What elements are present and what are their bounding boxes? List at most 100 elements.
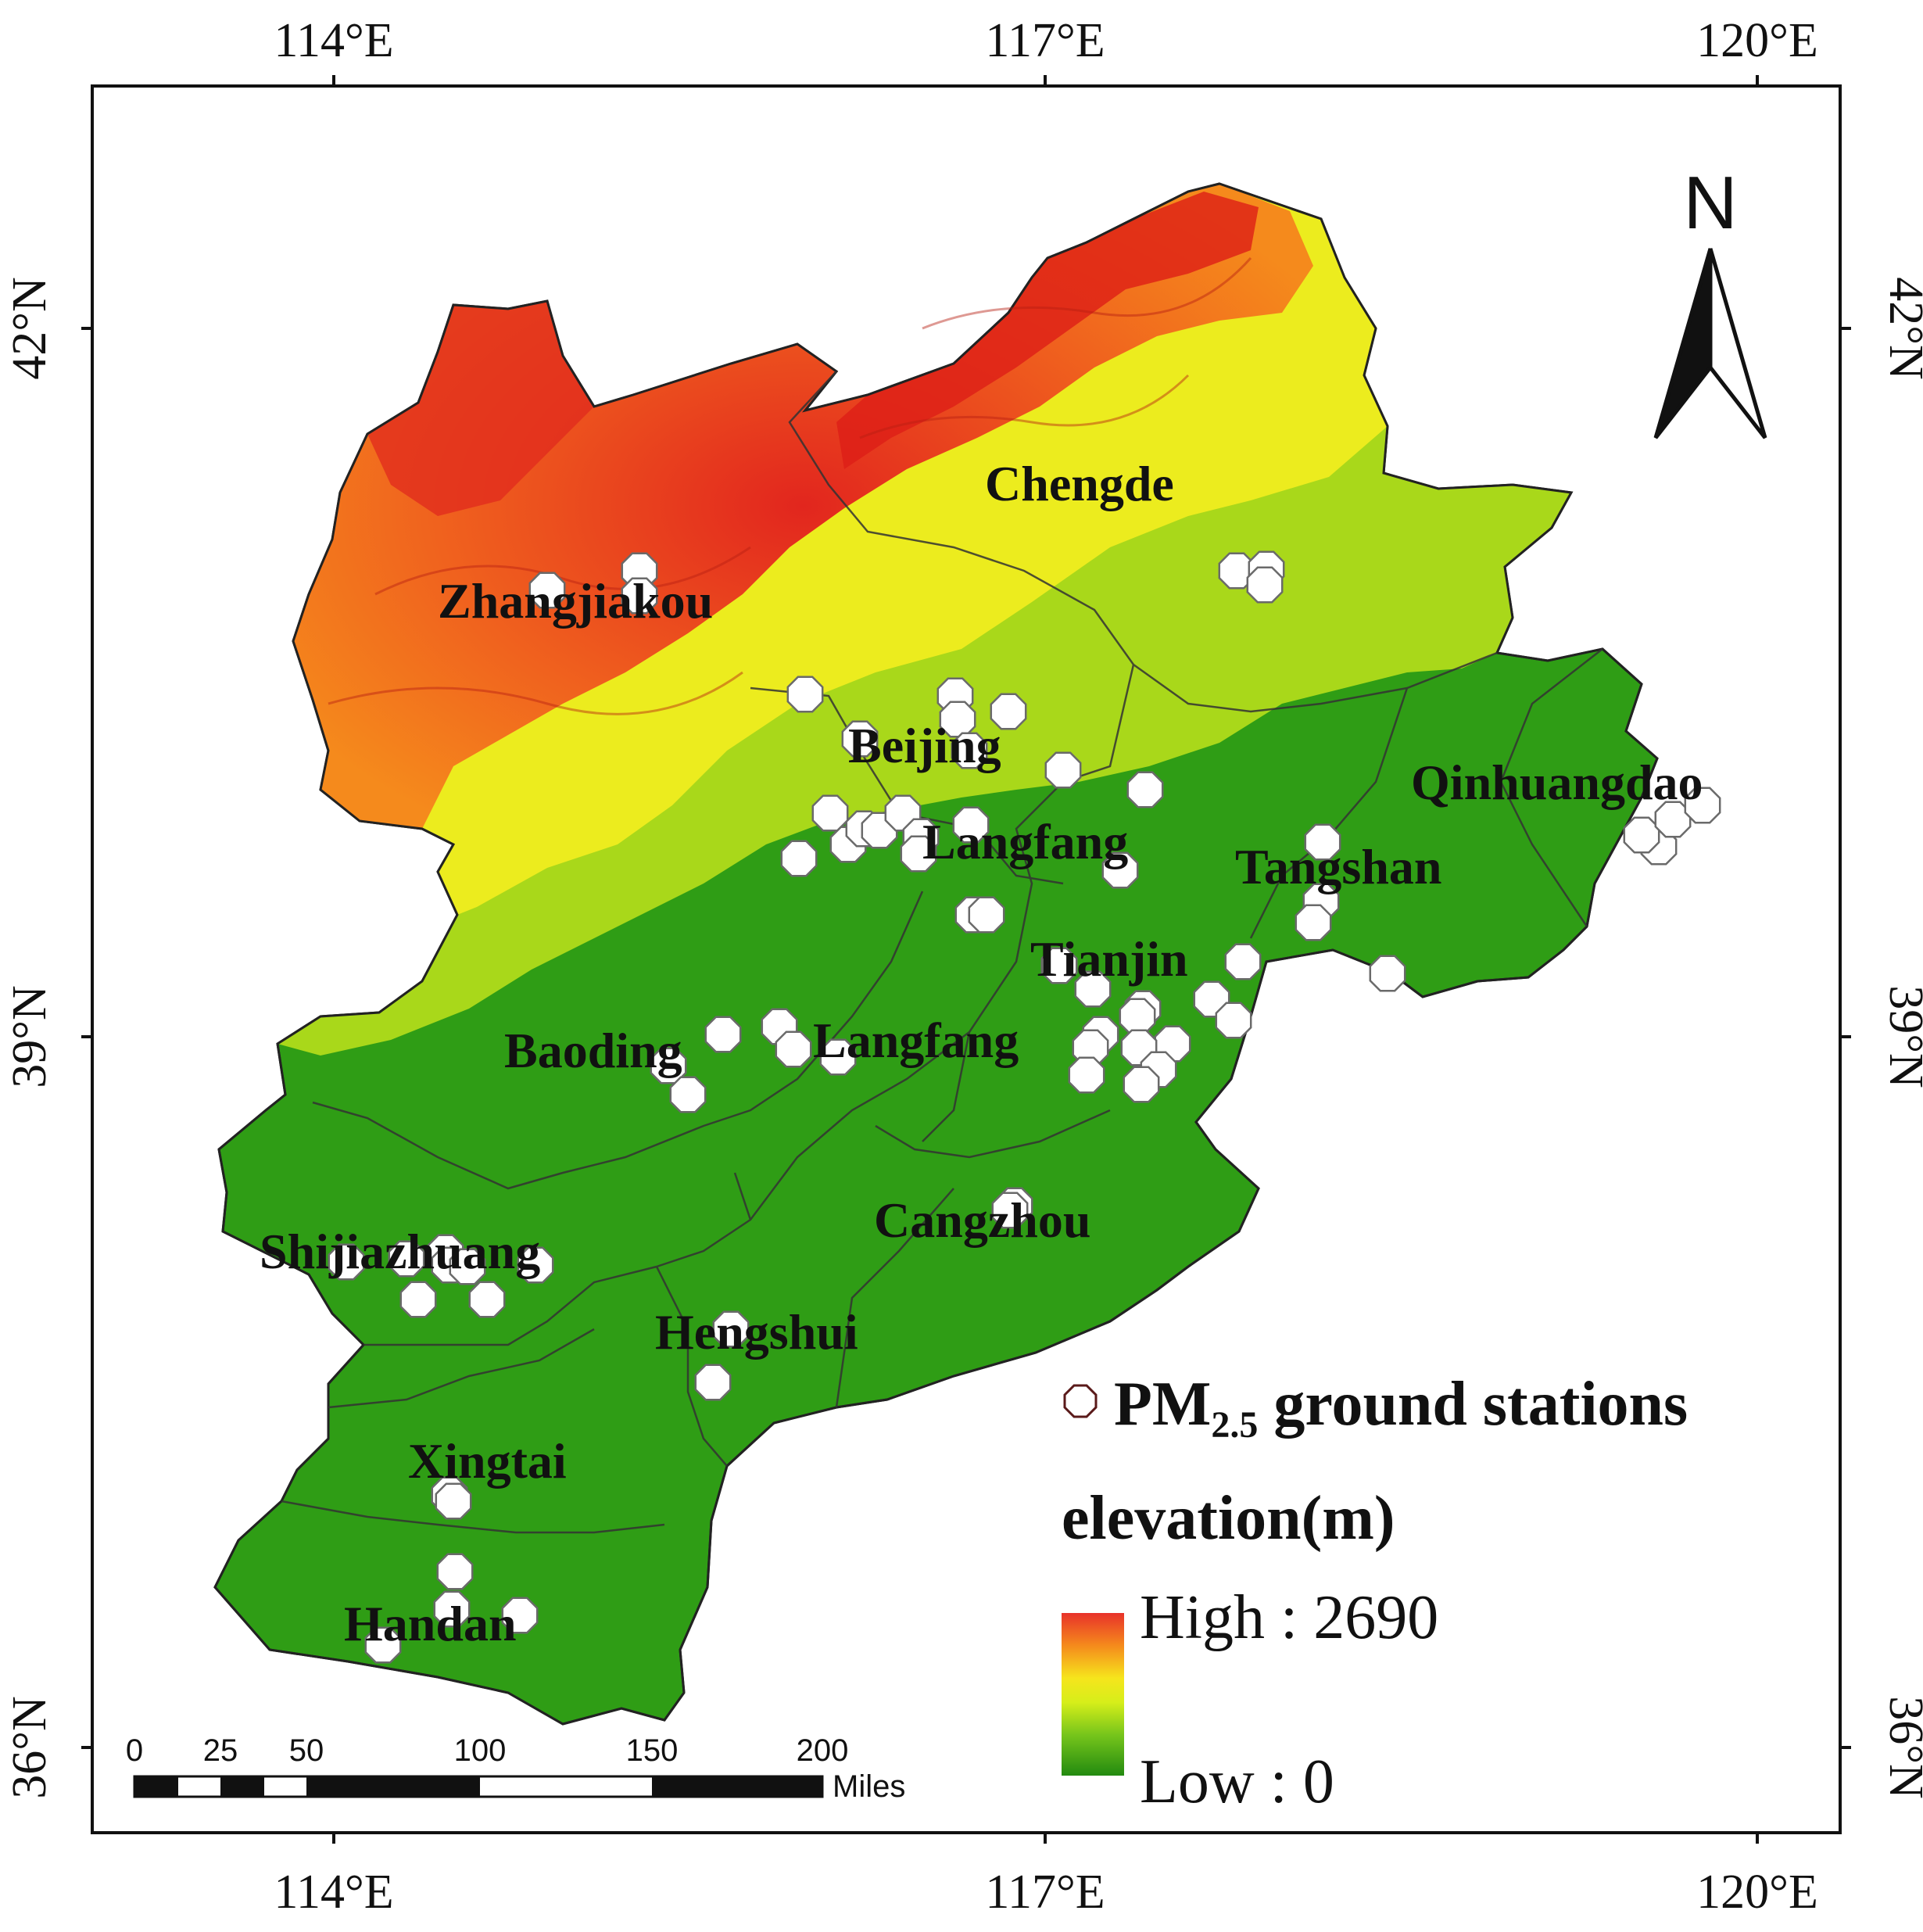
scale-tick-0: 0 [126, 1733, 143, 1768]
station-marker [1126, 771, 1164, 808]
scale-tick-100: 100 [454, 1733, 507, 1768]
station-marker [1623, 816, 1660, 854]
station-marker [669, 1076, 707, 1113]
region-peaks [836, 192, 1259, 469]
station-marker [951, 732, 988, 769]
station-marker [328, 1243, 365, 1281]
legend-low-label: Low : 0 [1140, 1747, 1334, 1816]
station-marker [1101, 851, 1139, 889]
station-marker [528, 572, 566, 609]
right-lat-label-3: 36°N [1879, 1696, 1923, 1799]
station-marker [399, 1281, 437, 1318]
city-label-xingtai: Xingtai [408, 1433, 567, 1489]
right-lat-label-1: 42°N [1879, 277, 1923, 380]
city-label-tangshan: Tangshan [1235, 839, 1442, 894]
bottom-lon-label-3: 120°E [1696, 1866, 1818, 1919]
station-marker [1304, 823, 1341, 861]
station-marker [704, 1016, 742, 1053]
legend-stations-pm: PM [1114, 1370, 1211, 1439]
region-border [213, 182, 1659, 1726]
station-marker [952, 806, 990, 844]
left-lat-label-3: 36°N [3, 1696, 56, 1799]
terrain-ridges [328, 257, 1252, 715]
legend-stations-sub: 2.5 [1211, 1404, 1258, 1446]
city-label-hengshui: Hengshui [655, 1304, 858, 1360]
station-marker [900, 835, 937, 873]
city-label-qinhuangdao: Qinhuangdao [1411, 755, 1703, 810]
city-label-handan: Handan [344, 1596, 517, 1651]
station-marker [1044, 751, 1082, 789]
station-marker [1068, 1056, 1105, 1094]
station-marker [1684, 787, 1721, 824]
station-marker [433, 1590, 471, 1628]
scale-tick-50: 50 [289, 1733, 324, 1768]
right-lat-label-2: 39°N [1879, 985, 1923, 1088]
legend-stations-rest: ground stations [1258, 1370, 1688, 1439]
scale-tick-25: 25 [203, 1733, 238, 1768]
city-label-chengde: Chengde [985, 456, 1174, 511]
city-label-langfang-south: Langfang [813, 1013, 1019, 1068]
north-arrow-icon [1653, 248, 1767, 439]
station-marker [1246, 566, 1284, 604]
station-marker [775, 1031, 812, 1068]
station-marker [786, 676, 824, 713]
station-marker [694, 1364, 732, 1401]
station-marker [1224, 943, 1262, 980]
station-marker [780, 840, 818, 877]
station-marker [436, 1553, 474, 1590]
station-marker [1295, 904, 1332, 941]
station-marker [1123, 1066, 1160, 1103]
district-boundaries [281, 371, 1603, 1534]
station-marker [468, 1281, 506, 1318]
bottom-lon-label-1: 114°E [274, 1866, 393, 1919]
region-west-peaks [367, 301, 594, 516]
station-marker [819, 1038, 857, 1076]
city-labels: Zhangjiakou Chengde Beijing Qinhuangdao … [260, 456, 1703, 1651]
left-lat-label-2: 39°N [3, 985, 56, 1088]
city-label-zhangjiakou: Zhangjiakou [438, 573, 713, 629]
scale-bar: 0 25 50 100 150 200 Miles [126, 1733, 905, 1804]
city-label-cangzhou: Cangzhou [874, 1192, 1090, 1248]
jjj-region [213, 182, 1659, 1726]
station-marker [841, 720, 879, 758]
station-marker [991, 1192, 1029, 1229]
stations-layer [328, 550, 1721, 1664]
scale-tick-200: 200 [797, 1733, 849, 1768]
station-marker [364, 1626, 402, 1664]
legend-high-label: High : 2690 [1140, 1583, 1438, 1652]
station-marker [990, 693, 1027, 730]
station-marker [712, 1310, 750, 1348]
legend: PM2.5 ground stations elevation(m) High … [1062, 1370, 1688, 1816]
station-marker [1040, 947, 1078, 984]
station-marker [449, 1248, 486, 1285]
bottom-lon-label-2: 117°E [985, 1866, 1105, 1919]
station-marker [501, 1597, 539, 1634]
station-marker [435, 1482, 472, 1520]
station-symbol-icon [1063, 1384, 1098, 1418]
north-arrow: N [1653, 161, 1767, 439]
top-lon-label-1: 114°E [274, 14, 393, 67]
station-marker [1215, 1002, 1252, 1039]
top-lon-label-2: 117°E [985, 14, 1105, 67]
city-label-baoding: Baoding [504, 1023, 682, 1078]
scale-unit: Miles [833, 1769, 905, 1804]
legend-stations-label: PM2.5 ground stations [1114, 1370, 1688, 1446]
station-marker [1119, 998, 1156, 1035]
station-marker [621, 577, 658, 615]
city-label-shijiazhuang: Shijiazhuang [260, 1224, 540, 1279]
station-marker [811, 794, 849, 832]
top-lon-label-3: 120°E [1696, 14, 1818, 67]
city-label-langfang-north: Langfang [922, 814, 1128, 869]
graticule-ticks [81, 75, 1851, 1844]
city-label-tianjin: Tianjin [1030, 931, 1188, 987]
station-marker [1369, 955, 1406, 992]
city-label-beijing: Beijing [848, 718, 1001, 773]
station-marker [388, 1240, 425, 1278]
legend-elevation-title: elevation(m) [1062, 1484, 1395, 1553]
station-marker [650, 1047, 687, 1084]
legend-color-ramp [1062, 1613, 1124, 1776]
north-label: N [1683, 161, 1737, 245]
left-lat-label-1: 42°N [3, 277, 56, 380]
scale-tick-150: 150 [626, 1733, 679, 1768]
